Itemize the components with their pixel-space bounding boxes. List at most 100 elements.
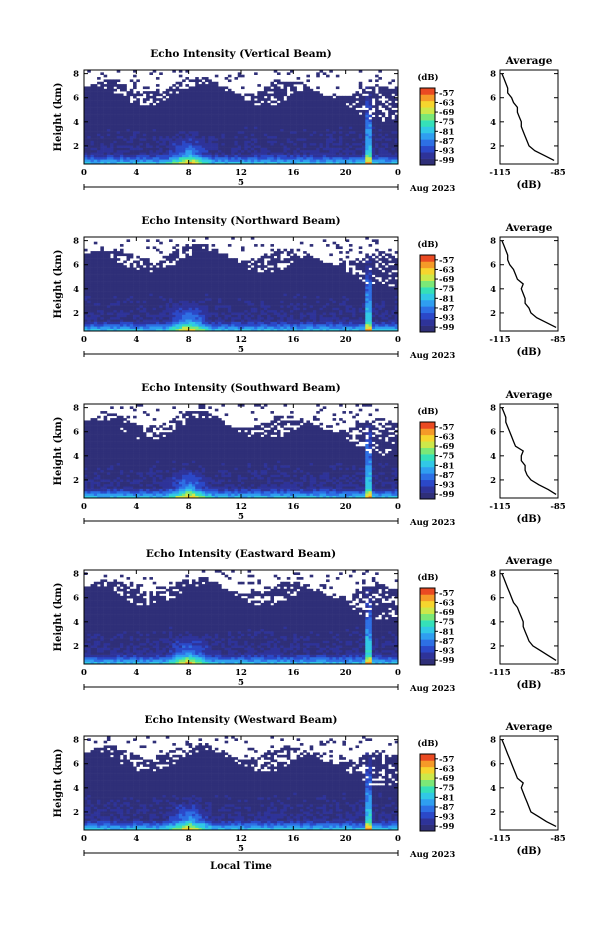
heatmap-cell <box>346 152 350 155</box>
heatmap-cell <box>274 157 278 160</box>
heatmap-cell <box>205 326 209 329</box>
heatmap-cell <box>231 112 235 115</box>
heatmap-cell <box>136 315 140 318</box>
heatmap-cell <box>248 115 252 118</box>
heatmap-cell <box>110 296 114 299</box>
heatmap-cell <box>113 261 117 264</box>
heatmap-cell <box>218 143 222 146</box>
heatmap-cell <box>84 282 88 285</box>
heatmap-cell <box>205 312 209 315</box>
heatmap-cell <box>270 115 274 118</box>
heatmap-cell <box>146 155 150 158</box>
heatmap-cell <box>320 94 324 97</box>
heatmap-cell <box>284 91 288 94</box>
heatmap-cell <box>218 277 222 280</box>
heatmap-cell <box>333 98 337 101</box>
heatmap-cell <box>267 94 271 97</box>
heatmap-cell <box>248 315 252 318</box>
heatmap-cell <box>107 303 111 306</box>
profile-y-tick-label: 4 <box>490 118 496 128</box>
heatmap-cell <box>297 110 301 113</box>
heatmap-cell <box>212 126 216 129</box>
heatmap-cell <box>372 126 376 129</box>
heatmap-cell <box>231 303 235 306</box>
heatmap-cell <box>372 138 376 141</box>
profile-x-tick-label: -115 <box>489 168 510 178</box>
heatmap-cell <box>375 138 379 141</box>
heatmap-cell <box>212 84 216 87</box>
heatmap-cell <box>185 141 189 144</box>
heatmap-cell <box>107 296 111 299</box>
heatmap-cell <box>372 148 376 151</box>
heatmap-cell <box>169 298 173 301</box>
heatmap-cell <box>185 293 189 296</box>
heatmap-cell <box>244 303 248 306</box>
heatmap-cell <box>84 143 88 146</box>
heatmap-cell <box>84 141 88 144</box>
heatmap-cell <box>195 148 199 151</box>
heatmap-cell <box>329 148 333 151</box>
heatmap-cell <box>192 291 196 294</box>
heatmap-cell <box>326 143 330 146</box>
heatmap-cell <box>94 268 98 271</box>
heatmap-cell <box>254 159 258 162</box>
heatmap-cell <box>221 108 225 111</box>
heatmap-cell <box>107 94 111 97</box>
heatmap-cell <box>140 303 144 306</box>
heatmap-cell <box>189 286 193 289</box>
heatmap-cell <box>261 284 265 287</box>
heatmap-cell <box>192 326 196 329</box>
heatmap-cell <box>123 286 127 289</box>
heatmap-cell <box>287 103 291 106</box>
heatmap-cell <box>156 286 160 289</box>
heatmap-cell <box>195 115 199 118</box>
heatmap-cell <box>378 117 382 120</box>
heatmap-cell <box>87 157 91 160</box>
heatmap-cell <box>215 105 219 108</box>
heatmap-cell <box>110 126 114 129</box>
heatmap-cell <box>146 94 150 97</box>
heatmap-cell <box>107 133 111 136</box>
heatmap-cell <box>228 315 232 318</box>
heatmap-cell <box>270 141 274 144</box>
heatmap-cell <box>277 115 281 118</box>
heatmap-cell <box>205 261 209 264</box>
heatmap-cell <box>94 103 98 106</box>
heatmap-cell <box>375 141 379 144</box>
heatmap-cell <box>267 310 271 313</box>
heatmap-cell <box>104 103 108 106</box>
heatmap-cell <box>257 152 261 155</box>
heatmap-cell <box>320 148 324 151</box>
heatmap-cell <box>300 129 304 132</box>
heatmap-cell <box>234 145 238 148</box>
heatmap-cell <box>195 322 199 325</box>
heatmap-cell <box>284 101 288 104</box>
heatmap-cell <box>156 152 160 155</box>
heatmap-cell <box>202 258 206 261</box>
heatmap-cell <box>133 324 137 327</box>
heatmap-cell <box>172 112 176 115</box>
heatmap-cell <box>143 124 147 127</box>
heatmap-cell <box>241 282 245 285</box>
heatmap-cell <box>254 152 258 155</box>
colorbar-tick-label: -87 <box>439 137 454 147</box>
heatmap-cell <box>179 272 183 275</box>
heatmap-cell <box>143 150 147 153</box>
heatmap-cell <box>342 108 346 111</box>
heatmap-cell <box>110 308 114 311</box>
heatmap-cell <box>107 155 111 158</box>
heatmap-cell <box>198 310 202 313</box>
heatmap-cell <box>153 246 157 249</box>
heatmap-cell <box>202 300 206 303</box>
heatmap-cell <box>104 131 108 134</box>
heatmap-cell <box>87 105 91 108</box>
heatmap-cell <box>110 82 114 85</box>
heatmap-cell <box>113 157 117 160</box>
heatmap-cell <box>212 326 216 329</box>
heatmap-cell <box>349 152 353 155</box>
heatmap-cell <box>323 129 327 132</box>
heatmap-cell <box>313 119 317 122</box>
heatmap-cell <box>355 136 359 139</box>
heatmap-cell <box>117 101 121 104</box>
heatmap-cell <box>84 310 88 313</box>
